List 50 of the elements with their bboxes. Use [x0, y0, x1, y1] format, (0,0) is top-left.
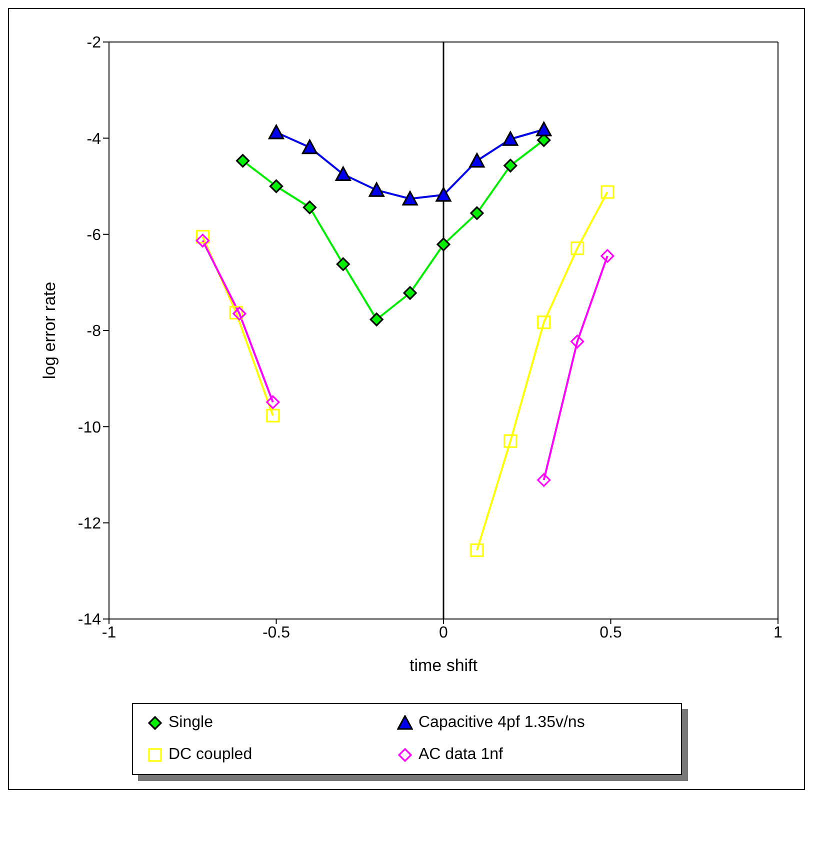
y-tick-label: -14 [78, 612, 102, 629]
point [268, 124, 284, 140]
point [469, 152, 485, 168]
legend-label: AC data 1nf [418, 746, 503, 764]
x-tick-label: 1 [774, 624, 783, 642]
point [232, 306, 246, 320]
point [196, 230, 210, 244]
point [302, 140, 318, 154]
point [504, 158, 518, 172]
point [229, 306, 243, 320]
point [470, 543, 484, 558]
point [196, 234, 210, 248]
point [502, 131, 518, 146]
legend-label: Single [168, 714, 213, 732]
point [402, 190, 418, 206]
legend-label: DC coupled [168, 746, 252, 764]
point [600, 185, 614, 199]
point [570, 241, 584, 256]
point [335, 166, 351, 182]
point [403, 286, 417, 300]
y-tick-label: -4 [86, 130, 102, 148]
y-tick-label: -2 [86, 34, 102, 52]
point [600, 249, 614, 263]
y-axis-title: log error rate [40, 282, 60, 380]
point [336, 257, 350, 271]
y-tick-label: -6 [86, 227, 102, 244]
point [536, 122, 552, 136]
point [537, 473, 551, 487]
y-tick-label: -10 [78, 419, 102, 436]
point [436, 187, 452, 202]
point [302, 200, 316, 214]
x-tick-label: 0.5 [600, 624, 622, 642]
point [266, 408, 280, 422]
point [537, 316, 551, 330]
point [470, 206, 484, 220]
point [370, 312, 384, 326]
point [368, 182, 384, 197]
x-axis-title: time shift [409, 656, 478, 675]
x-tick-label: -0.5 [262, 624, 290, 642]
legend-label: Capacitive 4pf 1.35v/ns [418, 714, 585, 732]
point [266, 395, 280, 409]
point [269, 179, 284, 194]
x-tick-label: 0 [439, 624, 448, 642]
y-tick-label: -12 [78, 516, 102, 533]
x-tick-label: -1 [102, 624, 116, 642]
point [570, 334, 584, 348]
point [436, 238, 450, 252]
point [236, 154, 250, 168]
point [504, 434, 518, 448]
y-tick-label: -8 [86, 323, 102, 340]
